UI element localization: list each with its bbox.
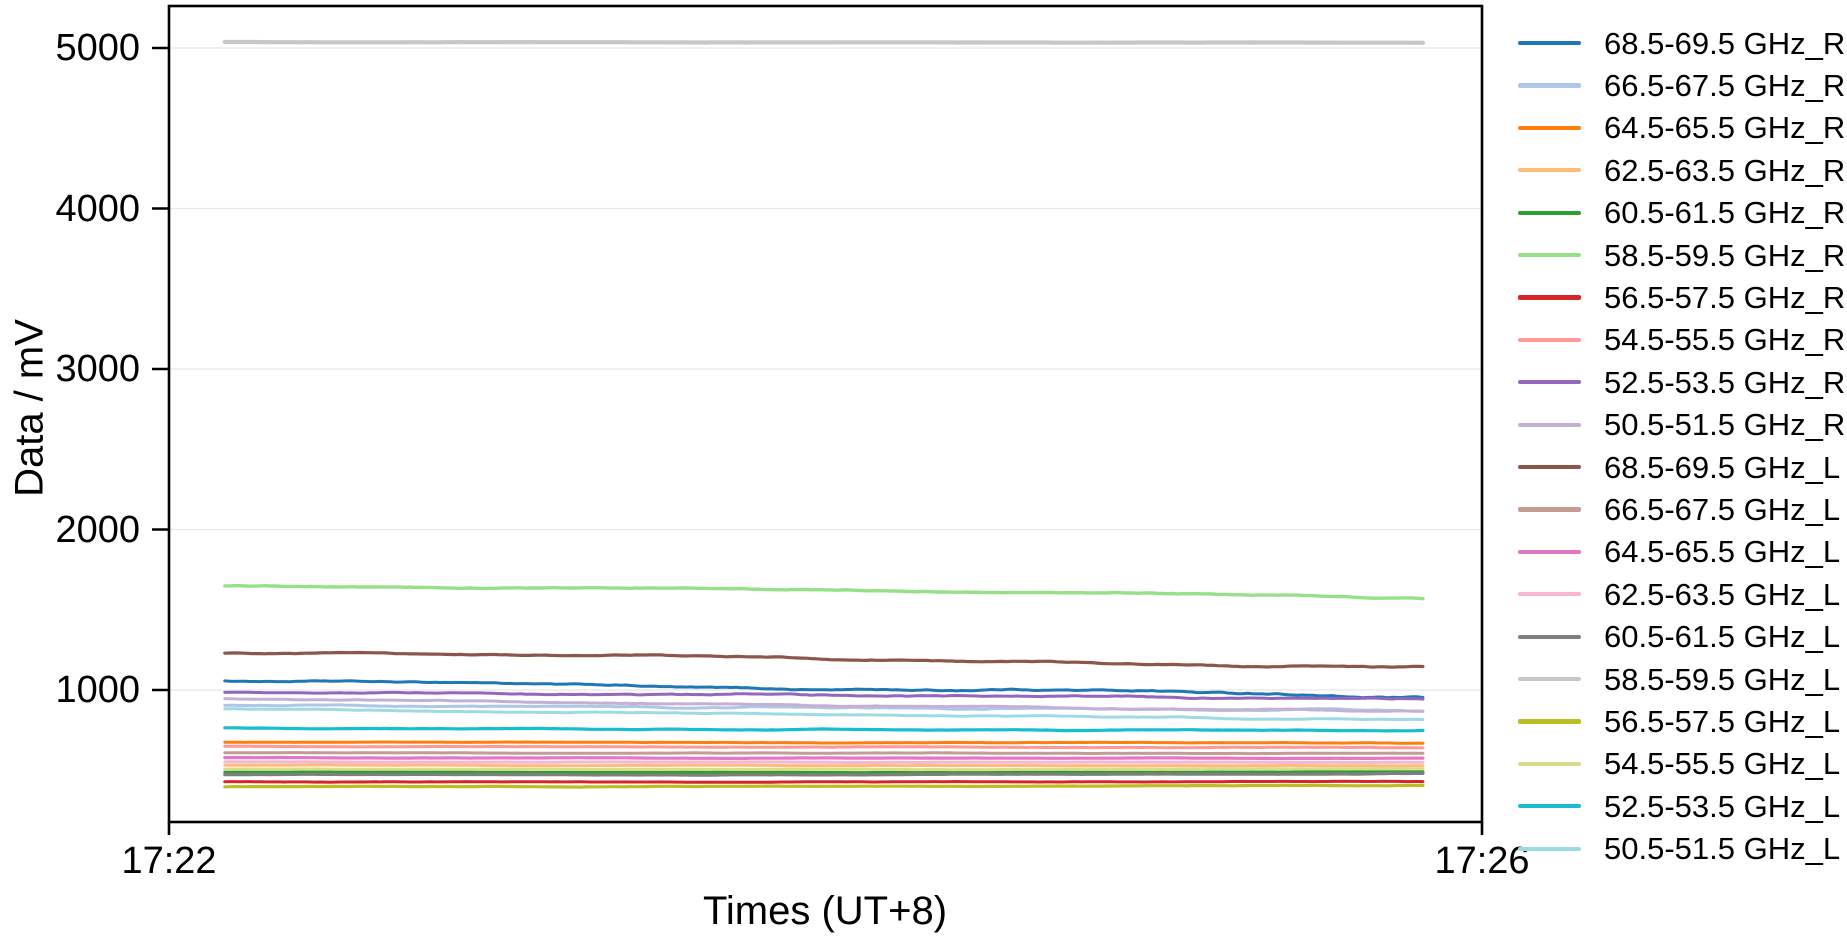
series-line-64-5-65-5-ghz-r xyxy=(223,740,1425,745)
series-line-58-5-59-5-ghz-r xyxy=(223,584,1425,601)
legend-item: 66.5-67.5 GHz_L xyxy=(1518,488,1845,530)
legend-item: 66.5-67.5 GHz_R xyxy=(1518,64,1845,106)
series-line-68-5-69-5-ghz-l xyxy=(223,650,1425,669)
legend-swatch xyxy=(1518,761,1581,766)
series-line-54-5-55-5-ghz-r xyxy=(223,744,1425,750)
series-line-60-5-61-5-ghz-r xyxy=(223,770,1425,775)
legend-label: 52.5-53.5 GHz_R xyxy=(1604,364,1846,400)
legend-item: 52.5-53.5 GHz_R xyxy=(1518,361,1845,403)
plot-border xyxy=(167,4,1484,824)
series-line-54-5-55-5-ghz-l xyxy=(223,767,1425,772)
legend-label: 54.5-55.5 GHz_R xyxy=(1604,322,1846,358)
legend-label: 60.5-61.5 GHz_L xyxy=(1604,619,1841,655)
legend-label: 50.5-51.5 GHz_L xyxy=(1604,831,1841,867)
legend-label: 66.5-67.5 GHz_L xyxy=(1604,491,1841,527)
legend-item: 54.5-55.5 GHz_L xyxy=(1518,743,1845,785)
legend-label: 64.5-65.5 GHz_L xyxy=(1604,534,1841,570)
legend-item: 68.5-69.5 GHz_L xyxy=(1518,446,1845,488)
legend-label: 58.5-59.5 GHz_L xyxy=(1604,661,1841,697)
legend-swatch xyxy=(1518,337,1581,343)
legend-swatch xyxy=(1518,422,1581,427)
legend-label: 62.5-63.5 GHz_L xyxy=(1604,576,1841,612)
series-line-68-5-69-5-ghz-r xyxy=(223,679,1425,700)
legend-swatch xyxy=(1518,465,1581,470)
legend-swatch xyxy=(1518,676,1581,682)
legend-item: 58.5-59.5 GHz_R xyxy=(1518,234,1845,276)
legend-item: 50.5-51.5 GHz_L xyxy=(1518,827,1845,869)
legend-swatch xyxy=(1518,507,1581,512)
series-line-52-5-53-5-ghz-l xyxy=(223,726,1425,733)
legend-swatch xyxy=(1518,210,1581,215)
legend-swatch xyxy=(1518,634,1581,639)
legend-swatch xyxy=(1518,804,1581,809)
legend-item: 54.5-55.5 GHz_R xyxy=(1518,319,1845,361)
series-line-56-5-57-5-ghz-r xyxy=(223,779,1425,784)
legend-label: 68.5-69.5 GHz_L xyxy=(1604,449,1841,485)
legend-label: 54.5-55.5 GHz_L xyxy=(1604,746,1841,782)
legend-label: 66.5-67.5 GHz_R xyxy=(1604,68,1846,104)
y-tick-label-3000: 3000 xyxy=(55,348,140,390)
legend: 68.5-69.5 GHz_R 66.5-67.5 GHz_R 64.5-65.5 … xyxy=(1518,22,1845,870)
legend-label: 68.5-69.5 GHz_R xyxy=(1604,25,1846,61)
series-line-50-5-51-5-ghz-l xyxy=(223,707,1425,722)
legend-label: 52.5-53.5 GHz_L xyxy=(1604,788,1841,824)
y-tick-label-2000: 2000 xyxy=(55,508,140,551)
series-line-66-5-67-5-ghz-l xyxy=(223,751,1425,756)
legend-swatch xyxy=(1518,41,1581,46)
legend-swatch xyxy=(1518,125,1581,131)
x-tick-label-1726: 17:26 xyxy=(1434,840,1530,882)
legend-label: 50.5-51.5 GHz_R xyxy=(1604,407,1846,443)
legend-swatch xyxy=(1518,168,1581,173)
series-line-64-5-65-5-ghz-l xyxy=(223,755,1425,761)
legend-label: 64.5-65.5 GHz_R xyxy=(1604,110,1846,146)
legend-item: 50.5-51.5 GHz_R xyxy=(1518,404,1845,446)
legend-item: 68.5-69.5 GHz_R xyxy=(1518,22,1845,64)
legend-swatch xyxy=(1518,295,1581,300)
legend-item: 62.5-63.5 GHz_R xyxy=(1518,149,1845,191)
legend-label: 60.5-61.5 GHz_R xyxy=(1604,195,1846,231)
series-line-56-5-57-5-ghz-l xyxy=(223,783,1425,789)
legend-swatch xyxy=(1518,253,1581,258)
legend-swatch xyxy=(1518,380,1581,385)
legend-label: 56.5-57.5 GHz_L xyxy=(1604,703,1841,739)
legend-item: 58.5-59.5 GHz_L xyxy=(1518,658,1845,700)
y-tick-label-5000: 5000 xyxy=(55,27,140,69)
series-line-52-5-53-5-ghz-r xyxy=(223,690,1425,701)
series-line-60-5-61-5-ghz-l xyxy=(223,771,1425,777)
y-axis-title: Data / mV xyxy=(7,319,52,497)
x-tick-label-1722: 17:22 xyxy=(121,840,217,882)
x-axis-title: Times (UT+8) xyxy=(702,889,948,933)
legend-item: 56.5-57.5 GHz_R xyxy=(1518,276,1845,318)
series-group xyxy=(222,39,1425,789)
series-line-58-5-59-5-ghz-l xyxy=(222,39,1425,45)
legend-swatch xyxy=(1518,719,1581,724)
legend-item: 56.5-57.5 GHz_L xyxy=(1518,700,1845,742)
legend-label: 62.5-63.5 GHz_R xyxy=(1604,152,1846,188)
legend-swatch xyxy=(1518,549,1581,554)
y-tick-label-4000: 4000 xyxy=(55,187,140,230)
legend-item: 64.5-65.5 GHz_R xyxy=(1518,107,1845,149)
legend-swatch xyxy=(1518,592,1581,597)
legend-item: 62.5-63.5 GHz_L xyxy=(1518,573,1845,615)
legend-item: 64.5-65.5 GHz_L xyxy=(1518,531,1845,573)
series-line-62-5-63-5-ghz-r xyxy=(223,763,1425,768)
legend-swatch xyxy=(1518,846,1581,851)
legend-label: 58.5-59.5 GHz_R xyxy=(1604,237,1846,273)
legend-item: 60.5-61.5 GHz_R xyxy=(1518,192,1845,234)
legend-label: 56.5-57.5 GHz_R xyxy=(1604,280,1846,316)
series-line-50-5-51-5-ghz-r xyxy=(223,697,1425,713)
legend-item: 60.5-61.5 GHz_L xyxy=(1518,615,1845,657)
y-tick-label-1000: 1000 xyxy=(55,669,140,711)
legend-swatch xyxy=(1518,83,1581,88)
series-line-62-5-63-5-ghz-l xyxy=(223,760,1425,765)
legend-item: 52.5-53.5 GHz_L xyxy=(1518,785,1845,827)
